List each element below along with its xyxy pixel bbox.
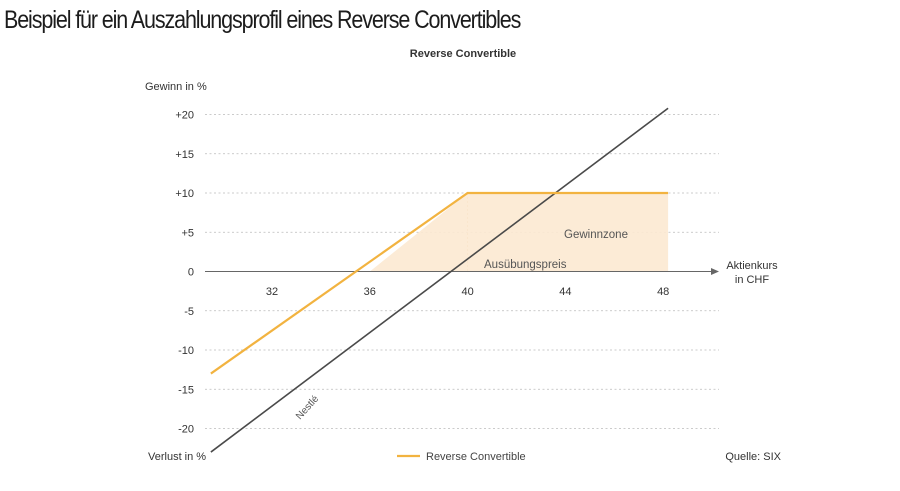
x-axis-label-line2: in CHF — [735, 274, 770, 286]
y-tick-label: -10 — [178, 345, 194, 357]
y-tick-label: +10 — [175, 188, 194, 200]
y-axis-label-top: Gewinn in % — [145, 81, 207, 93]
legend: Reverse Convertible — [397, 451, 526, 463]
x-tick-label: 32 — [266, 286, 278, 298]
ausuebungspreis-label: Ausübungspreis — [484, 259, 567, 271]
series-lines — [210, 107, 669, 453]
chart-title: Reverse Convertible — [410, 48, 516, 60]
x-tick-label: 44 — [559, 286, 571, 298]
x-tick-label: 48 — [657, 286, 669, 298]
series-line-nestle — [210, 107, 669, 453]
profit-zone-area — [369, 193, 669, 272]
x-tick-label: 36 — [364, 286, 376, 298]
y-tick-label: -15 — [178, 384, 194, 396]
y-tick-label: -20 — [178, 424, 194, 436]
y-tick-label: +5 — [181, 227, 194, 239]
y-axis-label-bottom: Verlust in % — [148, 451, 206, 463]
series-line-reverse-convertible — [210, 191, 669, 375]
axes — [205, 268, 719, 275]
x-axis-arrow — [711, 268, 719, 275]
y-tick-label: +15 — [175, 149, 194, 161]
y-tick-label: -5 — [184, 306, 194, 318]
tick-labels: +20 +15 +10 +5 0 -5 -10 -15 -20 32 36 40 44 48 — [175, 110, 669, 436]
nestle-line-label: Nestlé — [294, 393, 321, 422]
gewinnzone-label: Gewinnzone — [564, 229, 628, 241]
x-axis-label-line1: Aktienkurs — [726, 260, 778, 272]
y-tick-label: +20 — [175, 110, 194, 122]
profit-zone — [369, 193, 669, 272]
y-tick-label: 0 — [188, 267, 194, 279]
source-label: Quelle: SIX — [725, 451, 781, 463]
x-tick-label: 40 — [461, 286, 473, 298]
page-title: Beispiel für ein Auszahlungsprofil eines… — [4, 6, 521, 34]
legend-label-reverse-convertible: Reverse Convertible — [426, 451, 526, 463]
